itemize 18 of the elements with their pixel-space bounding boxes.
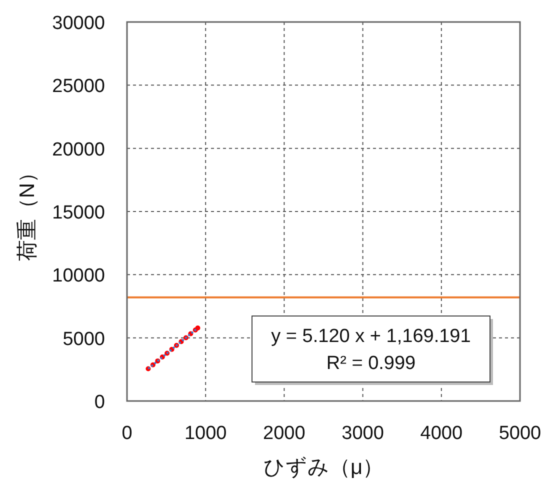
y-axis-title: 荷重（N） <box>16 162 39 262</box>
annotation: y = 5.120 x + 1,169.191 <box>271 326 471 347</box>
x-tick-label: 1000 <box>184 423 227 444</box>
x-axis-title: ひずみ（μ） <box>263 456 384 479</box>
point <box>195 325 200 330</box>
annotation: R² = 0.999 <box>326 353 416 374</box>
y-tick-label: 10000 <box>52 266 105 287</box>
x-tick-label: 5000 <box>498 423 542 444</box>
y-tick-label: 5000 <box>62 328 105 350</box>
x-tick-label: 0 <box>122 423 132 444</box>
y-tick-label: 30000 <box>52 13 105 34</box>
x-tick-label: 2000 <box>263 423 306 444</box>
y-tick-label: 25000 <box>52 76 105 98</box>
y-tick-label: 15000 <box>52 202 105 224</box>
y-tick-label: 20000 <box>52 139 105 160</box>
x-tick-label: 4000 <box>420 423 463 444</box>
x-tick-label: 3000 <box>342 423 384 444</box>
y-tick-label: 0 <box>94 392 105 413</box>
